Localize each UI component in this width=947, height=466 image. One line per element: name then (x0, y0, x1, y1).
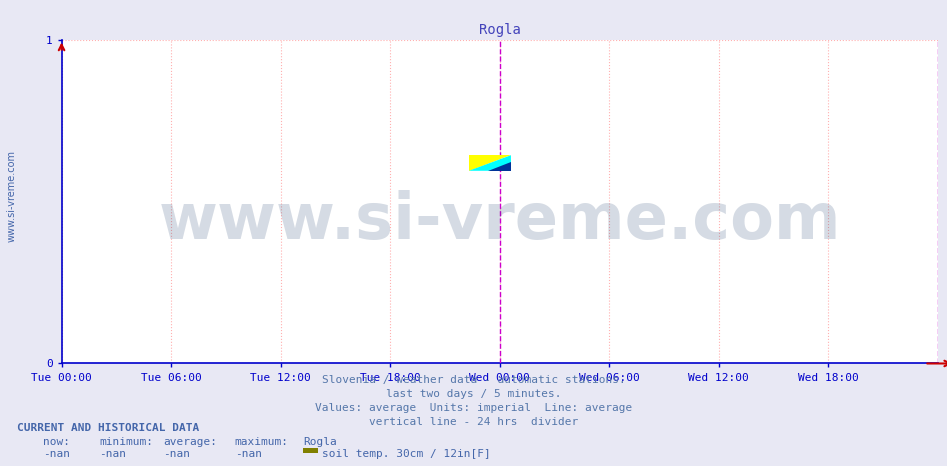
Text: maximum:: maximum: (235, 437, 289, 447)
Text: minimum:: minimum: (99, 437, 153, 447)
Polygon shape (303, 448, 318, 453)
Text: soil temp. 30cm / 12in[F]: soil temp. 30cm / 12in[F] (322, 449, 491, 459)
Text: Slovenia / weather data - automatic stations.: Slovenia / weather data - automatic stat… (322, 375, 625, 385)
Text: CURRENT AND HISTORICAL DATA: CURRENT AND HISTORICAL DATA (17, 423, 199, 433)
Polygon shape (488, 162, 511, 171)
Text: Rogla: Rogla (303, 437, 337, 447)
Text: -nan: -nan (99, 449, 127, 459)
Text: now:: now: (43, 437, 70, 447)
Title: Rogla: Rogla (478, 23, 521, 37)
Text: last two days / 5 minutes.: last two days / 5 minutes. (385, 389, 562, 399)
Polygon shape (469, 155, 511, 171)
Text: www.si-vreme.com: www.si-vreme.com (158, 190, 841, 252)
Text: average:: average: (163, 437, 217, 447)
Polygon shape (469, 155, 511, 171)
Text: -nan: -nan (43, 449, 70, 459)
Text: vertical line - 24 hrs  divider: vertical line - 24 hrs divider (369, 417, 578, 427)
Text: -nan: -nan (163, 449, 190, 459)
Text: www.si-vreme.com: www.si-vreme.com (7, 150, 16, 242)
Text: -nan: -nan (235, 449, 262, 459)
Text: Values: average  Units: imperial  Line: average: Values: average Units: imperial Line: av… (314, 403, 633, 413)
